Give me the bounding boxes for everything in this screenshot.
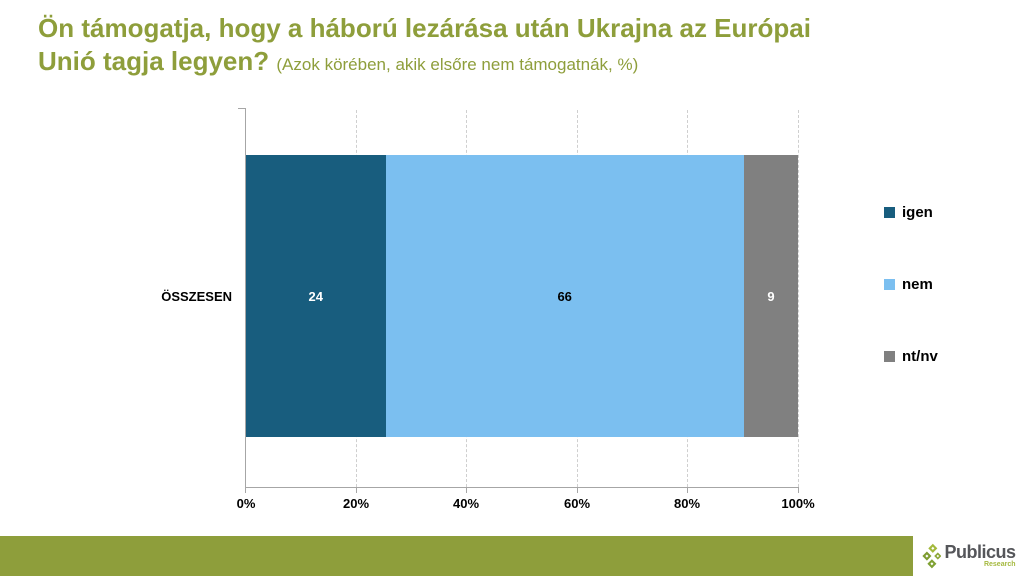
chart-title-line2: Unió tagja legyen? (Azok körében, akik e… <box>38 45 998 81</box>
bar-value-nem: 66 <box>557 288 572 304</box>
legend-label-igen: igen <box>902 204 933 221</box>
x-axis-tick-80 <box>687 488 688 493</box>
x-axis-tick-40 <box>466 488 467 493</box>
bar-segment-igen: 24 <box>246 155 386 437</box>
gridline-100 <box>798 110 799 487</box>
x-axis-tick-100 <box>798 488 799 493</box>
legend-item-nem: nem <box>884 277 938 292</box>
legend-label-nem: nem <box>902 276 933 293</box>
chart-title-line2-main: Unió tagja legyen? <box>38 46 270 76</box>
chart-subtitle: (Azok körében, akik elsőre nem támogatná… <box>276 55 639 74</box>
x-axis-label-60: 60% <box>563 496 591 511</box>
x-axis-label-100: 100% <box>781 496 815 511</box>
publicus-brand-subname: Research <box>983 561 1016 568</box>
publicus-brand-name: Publicus <box>944 542 1016 562</box>
x-axis-label-0: 0% <box>236 496 256 511</box>
x-axis-tick-20 <box>356 488 357 493</box>
y-axis-line <box>245 108 246 487</box>
chart-title-line1: Ön támogatja, hogy a háború lezárása utá… <box>38 13 811 43</box>
legend-swatch-igen <box>884 207 895 218</box>
bar-segment-nem: 66 <box>385 155 744 437</box>
publicus-diamond-icon <box>922 543 942 568</box>
x-axis-tick-0 <box>245 488 246 493</box>
x-axis-label-40: 40% <box>452 496 480 511</box>
publicus-logo-text: Publicus Research <box>944 542 1016 569</box>
stacked-bar: 24 66 9 <box>246 155 798 437</box>
x-axis-line <box>245 487 799 488</box>
x-axis-tick-60 <box>577 488 578 493</box>
bar-value-igen: 24 <box>308 288 323 304</box>
legend-label-ntnv: nt/nv <box>902 348 938 365</box>
category-label: ÖSSZESEN <box>161 289 232 304</box>
y-axis-top-tick <box>238 108 246 109</box>
legend-swatch-ntnv <box>884 351 895 362</box>
bar-value-ntnv: 9 <box>767 288 775 304</box>
publicus-logo: Publicus Research <box>913 536 1024 576</box>
legend: igen nem nt/nv <box>884 205 938 421</box>
legend-swatch-nem <box>884 279 895 290</box>
x-axis-label-20: 20% <box>342 496 370 511</box>
bar-segment-ntnv: 9 <box>743 155 798 437</box>
legend-item-ntnv: nt/nv <box>884 349 938 364</box>
footer-bar <box>0 536 913 576</box>
legend-item-igen: igen <box>884 205 938 220</box>
chart-title: Ön támogatja, hogy a háború lezárása utá… <box>38 12 998 81</box>
x-axis-label-80: 80% <box>673 496 701 511</box>
